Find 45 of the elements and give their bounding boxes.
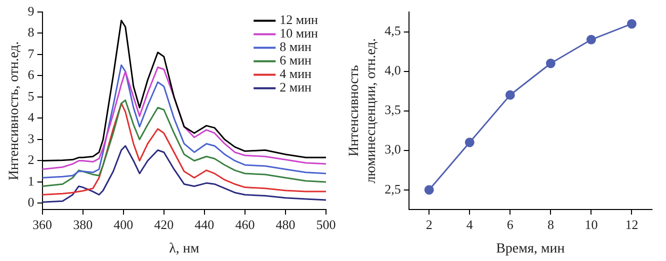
y-tick-label: 0 [28,194,34,210]
x-tick-label: 480 [276,216,296,232]
y-tick-label: 4 [28,110,35,125]
y-tick-label: 1 [28,173,34,188]
x-tick-label: 360 [32,216,52,232]
legend-label: 4 мин [280,66,312,82]
x-tick-label: 440 [194,216,214,232]
y-axis-title: Интенсивность, отн.ед. [7,41,22,180]
point [586,34,596,44]
x-tick-label: 2 [426,216,432,232]
x-tick-label: 6 [506,216,514,232]
point [464,138,474,148]
y-tick-label: 3 [28,130,34,146]
y-tick-label: 4,0 [384,62,401,78]
x-tick-label: 4 [466,216,474,232]
y-tick-label: 9 [28,3,34,18]
legend-label: 2 мин [280,80,312,95]
y-tick-label: 4,5 [384,23,401,38]
x-tick-label: 500 [316,216,336,232]
y-tick-label: 3,0 [384,142,401,157]
x-tick-label: 420 [154,216,174,232]
legend-label: 10 мин [280,26,318,41]
x-tick-label: 12 [625,216,638,232]
point [626,19,636,29]
y-tick-label: 2 [28,152,34,168]
legend-label: 8 мин [280,39,312,54]
y-tick-label: 6 [28,67,35,82]
legend-label: 6 мин [280,52,312,68]
legend-label: 12 мин [280,12,318,28]
x-tick-label: 8 [547,216,554,232]
y-tick-label: 5 [28,88,34,104]
y-tick-label: 7 [28,46,35,61]
y-axis-title: Интенсивность люминесценции, отн.ед. [347,38,379,184]
x-tick-label: 380 [73,216,93,232]
x-tick-label: 400 [114,216,134,232]
y-tick-label: 8 [28,24,34,40]
point [546,58,556,68]
x-axis-title: λ, нм [169,241,200,256]
point [505,90,515,100]
point [424,185,434,195]
x-axis-title: Время, мин [496,241,566,256]
y-tick-label: 3,5 [384,102,401,118]
y-tick-label: 2,5 [384,181,401,196]
x-tick-label: 10 [584,216,598,232]
x-tick-label: 460 [235,216,255,232]
